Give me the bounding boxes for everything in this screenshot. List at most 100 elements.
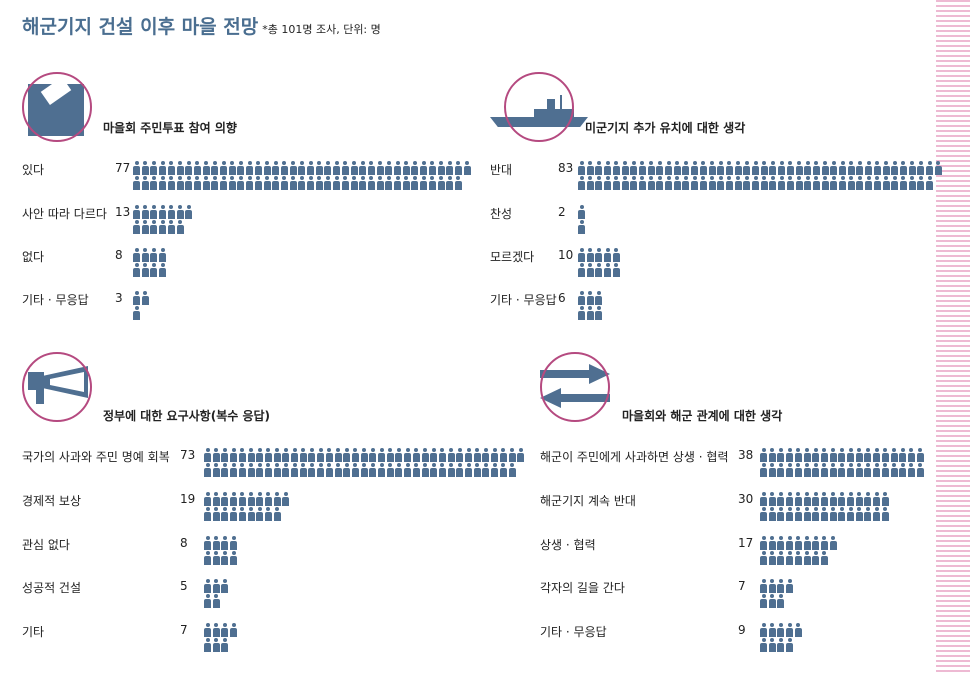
person-icon	[264, 507, 272, 521]
decorative-strip	[936, 0, 970, 674]
person-icon	[454, 176, 462, 190]
person-icon	[454, 161, 462, 175]
survey-note: *총 101명 조사, 단위: 명	[262, 23, 381, 36]
person-icon	[325, 448, 333, 462]
person-icon	[298, 161, 306, 175]
person-icon	[760, 551, 767, 565]
person-icon	[760, 623, 767, 637]
person-icon	[778, 161, 786, 175]
person-icon	[204, 579, 211, 593]
person-icon	[254, 176, 262, 190]
row-value: 77	[115, 161, 131, 175]
person-icon	[586, 176, 594, 190]
person-icon	[786, 176, 794, 190]
person-icon	[803, 551, 811, 565]
person-icon	[864, 507, 872, 521]
person-icon	[463, 161, 471, 175]
person-icon	[499, 463, 507, 477]
person-icon	[465, 448, 472, 462]
person-icon	[263, 161, 271, 175]
person-icon	[647, 161, 655, 175]
person-icon	[786, 161, 794, 175]
person-icon	[838, 463, 846, 477]
person-icon	[247, 448, 255, 462]
person-icon	[760, 594, 767, 608]
person-icon	[291, 448, 298, 462]
person-icon	[882, 176, 890, 190]
person-icon	[760, 448, 767, 462]
person-icon	[228, 161, 236, 175]
person-icon	[769, 176, 777, 190]
person-icon	[803, 448, 811, 462]
person-icon	[394, 176, 401, 190]
person-icon	[795, 161, 803, 175]
person-icon	[777, 551, 785, 565]
person-icon	[812, 551, 820, 565]
person-icon	[760, 492, 767, 506]
person-icon	[176, 205, 184, 219]
person-icon	[578, 306, 585, 320]
person-icon	[376, 176, 384, 190]
person-icon	[612, 176, 620, 190]
person-icon	[803, 507, 811, 521]
person-icon	[221, 579, 229, 593]
person-icon	[873, 507, 881, 521]
person-icon	[159, 161, 167, 175]
person-icon	[777, 536, 785, 550]
person-icon	[847, 492, 854, 506]
row-label: 기타	[22, 625, 45, 639]
person-icon	[264, 448, 272, 462]
person-icon	[777, 638, 785, 652]
person-icon	[604, 176, 612, 190]
person-icon	[230, 507, 238, 521]
person-icon	[230, 551, 238, 565]
person-icon	[204, 594, 211, 608]
person-icon	[150, 161, 158, 175]
person-icon	[578, 220, 585, 234]
person-icon	[350, 176, 358, 190]
person-icon	[578, 291, 585, 305]
person-icon	[699, 176, 707, 190]
person-icon	[630, 161, 638, 175]
row-label: 각자의 길을 간다	[540, 581, 625, 595]
person-icon	[211, 176, 219, 190]
person-icon	[238, 507, 246, 521]
person-icon	[821, 176, 829, 190]
row-label: 해군기지 계속 반대	[540, 494, 636, 508]
person-icon	[376, 161, 384, 175]
row-value: 2	[558, 205, 566, 219]
person-icon	[839, 176, 846, 190]
warship-circle	[504, 72, 574, 142]
person-icon	[404, 463, 412, 477]
row-value: 6	[558, 291, 566, 305]
row-value: 9	[738, 623, 746, 637]
person-icon	[794, 492, 802, 506]
row-value: 8	[115, 248, 123, 262]
person-icon	[656, 161, 664, 175]
person-icon	[221, 551, 229, 565]
person-icon	[315, 176, 323, 190]
person-icon	[246, 161, 254, 175]
row-label: 반대	[490, 163, 513, 177]
person-icon	[769, 161, 777, 175]
person-icon	[786, 448, 794, 462]
person-icon	[777, 594, 785, 608]
person-icon	[786, 638, 794, 652]
person-icon	[402, 161, 410, 175]
person-icon	[794, 536, 802, 550]
person-icon	[324, 161, 332, 175]
person-icon	[621, 176, 629, 190]
person-icon	[829, 463, 837, 477]
person-icon	[204, 492, 211, 506]
person-icon	[359, 161, 367, 175]
person-icon	[176, 161, 184, 175]
person-icon	[133, 291, 140, 305]
person-icon	[411, 161, 419, 175]
row-label: 찬성	[490, 207, 513, 221]
person-icon	[394, 161, 401, 175]
person-icon	[916, 448, 924, 462]
person-icon	[725, 176, 733, 190]
person-icon	[803, 536, 811, 550]
person-icon	[308, 463, 316, 477]
person-icon	[280, 176, 288, 190]
